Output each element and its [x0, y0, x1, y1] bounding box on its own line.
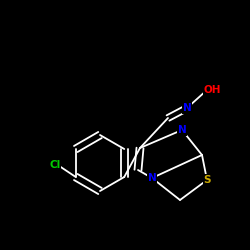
- Text: Cl: Cl: [49, 160, 60, 170]
- Text: S: S: [203, 175, 211, 185]
- Text: OH: OH: [203, 85, 221, 95]
- Text: N: N: [178, 125, 186, 135]
- Text: N: N: [148, 173, 156, 183]
- Text: N: N: [182, 103, 192, 113]
